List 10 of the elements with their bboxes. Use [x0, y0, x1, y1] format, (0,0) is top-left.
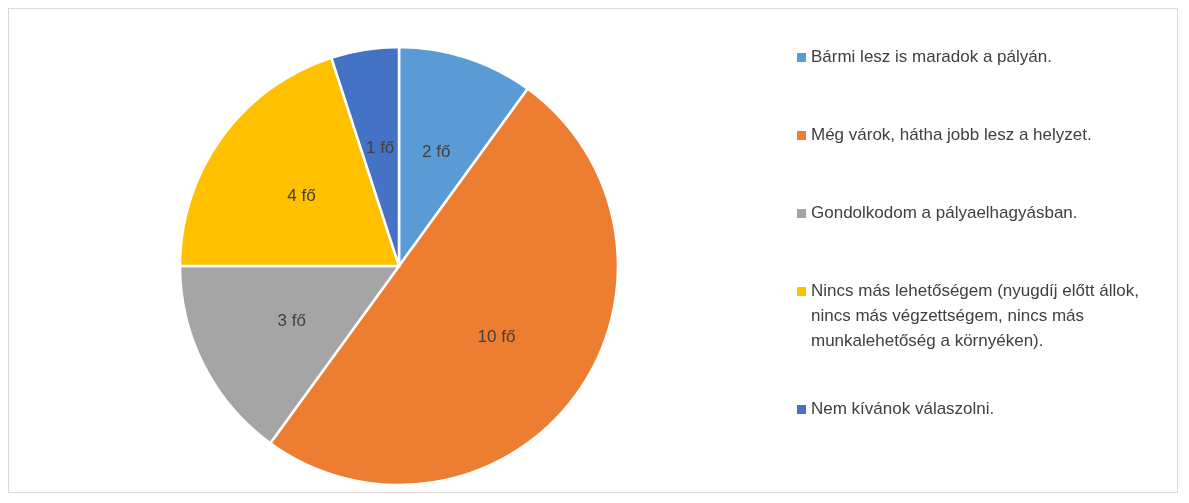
legend-label: Gondolkodom a pályaelhagyásban.	[811, 202, 1078, 224]
data-label: 2 fő	[422, 141, 451, 161]
legend-label: Nem kívánok válaszolni.	[811, 398, 995, 420]
data-label: 4 fő	[287, 185, 316, 205]
legend-label: Bármi lesz is maradok a pályán.	[811, 46, 1052, 68]
legend-label: Nincs más lehetőségem (nyugdíj előtt állok, nincs más végzettségem, nincs más munkalehetőség a környéken).	[811, 280, 1140, 352]
legend-label: Még várok, hátha jobb lesz a helyzet.	[811, 124, 1092, 146]
data-label: 10 fő	[477, 327, 516, 347]
data-label: 3 fő	[277, 311, 306, 331]
data-label: 1 fő	[365, 137, 395, 157]
